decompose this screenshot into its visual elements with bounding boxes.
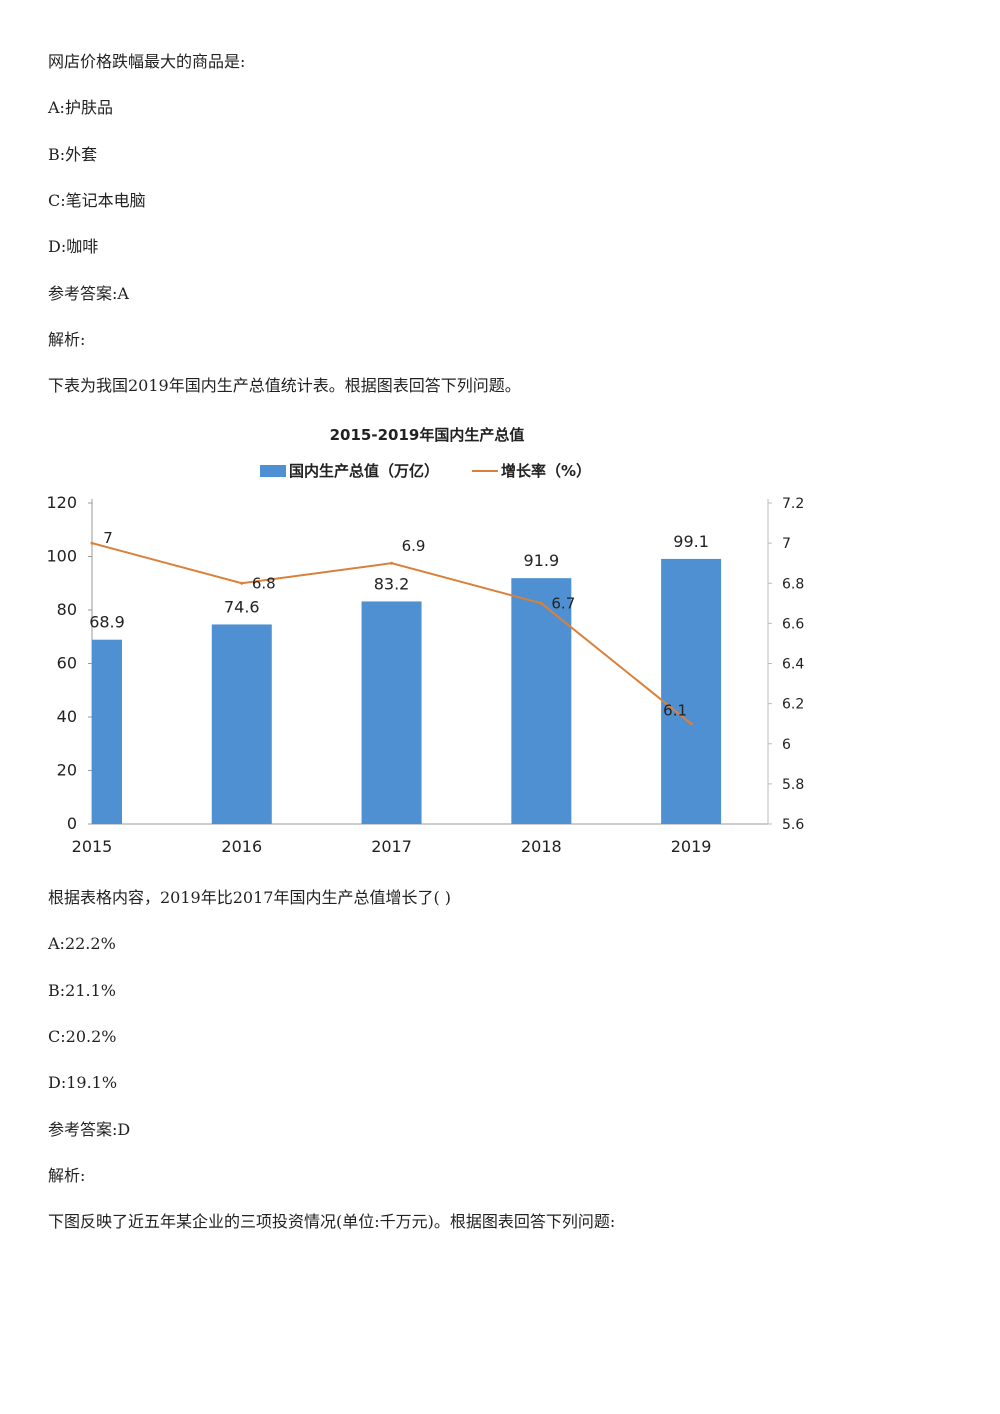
x-tick-label-2015: 2015 <box>72 837 113 856</box>
right-tick-label: 5.8 <box>782 777 804 793</box>
lines-5: 参考答案:A <box>48 284 129 303</box>
legend-label-line: 增长率（%） <box>501 462 591 480</box>
bar-2017 <box>361 601 422 824</box>
lines-after-7: 下图反映了近五年某企业的三项投资情况(单位:千万元)。根据图表回答下列问题: <box>48 1212 616 1231</box>
lines-after-4: D:19.1% <box>48 1073 118 1092</box>
bar-label-2015: 68.9 <box>89 613 125 632</box>
right-tick-label: 6.6 <box>782 616 804 632</box>
left-tick-label: 80 <box>57 600 77 619</box>
growth-point-2019 <box>689 722 693 726</box>
bar-2015 <box>92 639 122 824</box>
lines-3: C:笔记本电脑 <box>48 191 146 210</box>
bar-label-2016: 74.6 <box>224 597 260 616</box>
bar-2019 <box>661 558 722 824</box>
x-tick-label-2018: 2018 <box>521 837 562 856</box>
right-tick-label: 7 <box>782 536 791 552</box>
right-tick-label: 6.2 <box>782 697 804 713</box>
growth-label-2017: 6.9 <box>402 537 426 555</box>
growth-point-2018 <box>539 601 543 605</box>
lines-6: 解析: <box>48 330 86 349</box>
left-tick-label: 0 <box>67 814 77 833</box>
legend-swatch-bars <box>260 465 286 477</box>
left-tick-label: 20 <box>57 761 77 780</box>
x-tick-label-2019: 2019 <box>671 837 712 856</box>
growth-label-2018: 6.7 <box>551 594 575 612</box>
lines-after-2: B:21.1% <box>48 981 116 1000</box>
growth-point-2016 <box>240 581 244 585</box>
gdp-chart: 2015-2019年国内生产总值国内生产总值（万亿） 增长率（%） 0 20 40 60 8… <box>44 412 810 862</box>
growth-label-2015: 7 <box>103 529 113 547</box>
lines-4: D:咖啡 <box>48 237 99 256</box>
right-tick-label: 6.4 <box>782 657 804 673</box>
left-tick-label: 100 <box>46 547 77 566</box>
left-tick-label: 40 <box>57 707 77 726</box>
right-tick-label: 6 <box>782 737 791 753</box>
lines-1: A:护肤品 <box>48 98 113 117</box>
left-tick-label: 60 <box>57 654 77 673</box>
lines-after-1: A:22.2% <box>48 934 116 953</box>
bar-label-2018: 91.9 <box>524 551 560 570</box>
growth-point-2015 <box>90 541 94 545</box>
growth-label-2016: 6.8 <box>252 574 276 592</box>
growth-label-2019: 6.1 <box>663 702 687 720</box>
lines-after-0: 根据表格内容，2019年比2017年国内生产总值增长了( ) <box>48 888 452 907</box>
x-tick-label-2017: 2017 <box>371 837 412 856</box>
lines-7: 下表为我国2019年国内生产总值统计表。根据图表回答下列问题。 <box>48 376 521 395</box>
x-tick-label-2016: 2016 <box>221 837 262 856</box>
legend-label-bars: 国内生产总值（万亿） <box>289 462 439 480</box>
lines-2: B:外套 <box>48 145 98 164</box>
right-tick-label: 7.2 <box>782 496 804 512</box>
lines-0: 网店价格跌幅最大的商品是: <box>48 52 246 71</box>
chart-title: 2015-2019年国内生产总值 <box>330 426 525 444</box>
bar-2018 <box>511 578 572 824</box>
lines-after-5: 参考答案:D <box>48 1120 131 1139</box>
bar-label-2017: 83.2 <box>374 574 410 593</box>
bar-label-2019: 99.1 <box>673 532 709 551</box>
lines-after-3: C:20.2% <box>48 1027 117 1046</box>
left-tick-label: 120 <box>46 493 77 512</box>
lines-after-6: 解析: <box>48 1166 86 1185</box>
bar-2016 <box>211 624 272 824</box>
growth-point-2017 <box>390 561 394 565</box>
right-tick-label: 5.6 <box>782 817 804 833</box>
right-tick-label: 6.8 <box>782 576 804 592</box>
